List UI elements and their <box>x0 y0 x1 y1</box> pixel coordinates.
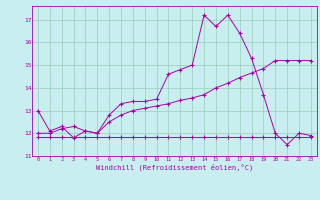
X-axis label: Windchill (Refroidissement éolien,°C): Windchill (Refroidissement éolien,°C) <box>96 163 253 171</box>
